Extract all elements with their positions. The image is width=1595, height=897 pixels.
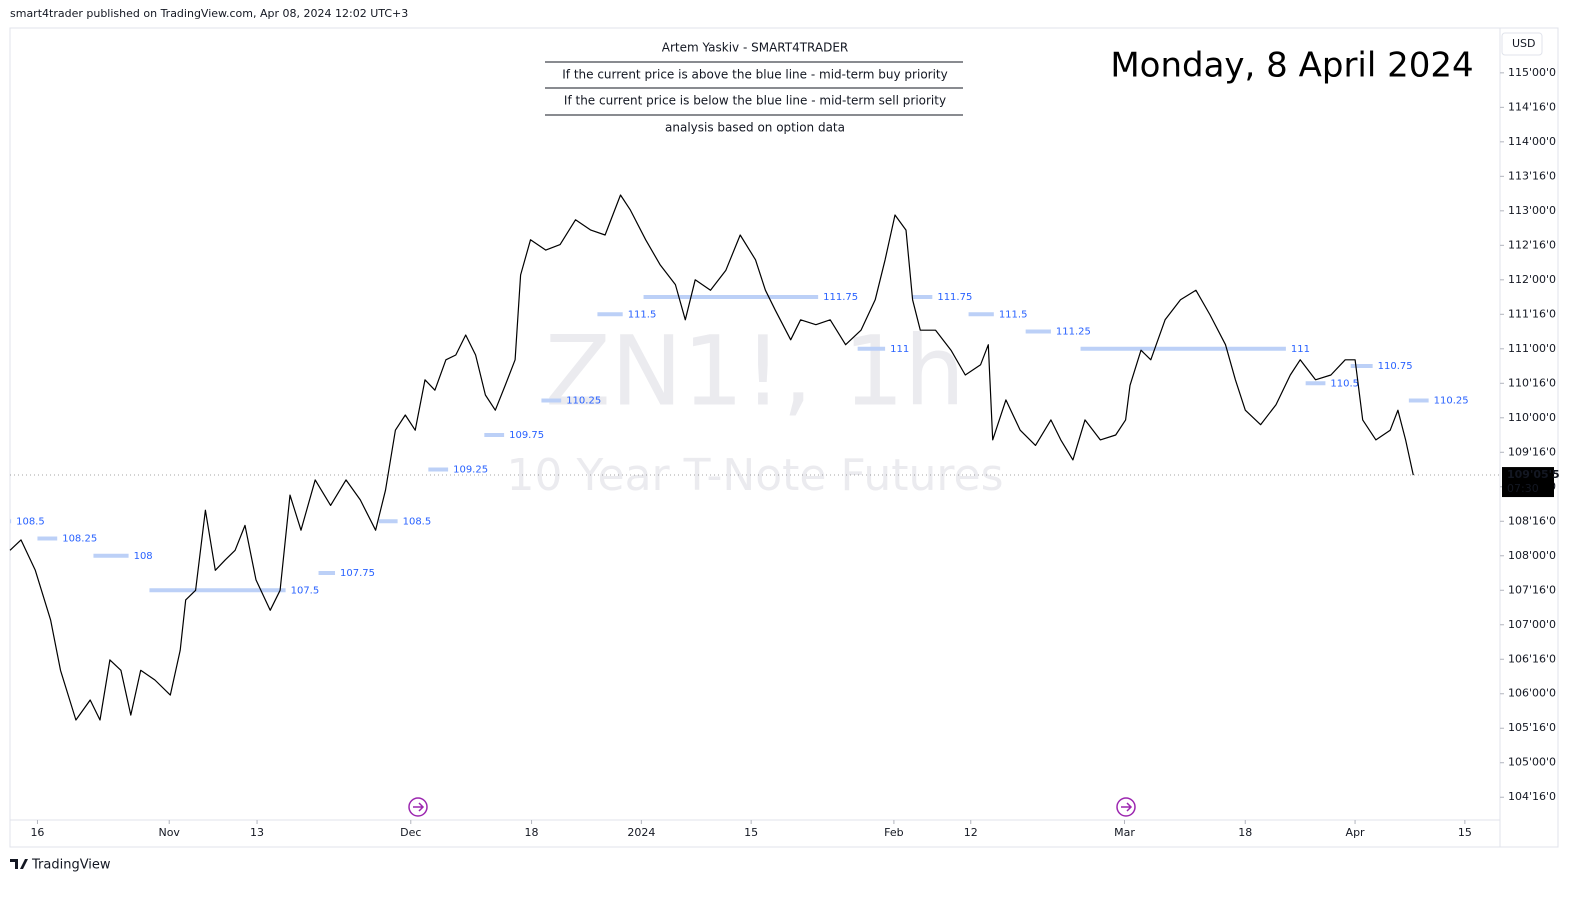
level-label: 111.25: [1056, 327, 1091, 338]
level-label: 111.5: [628, 309, 657, 320]
y-tick-label: 107'16'0: [1508, 583, 1556, 596]
x-tick-label: Feb: [884, 826, 903, 839]
footer-brand: TradingView: [31, 858, 111, 873]
x-tick-label: Dec: [400, 826, 421, 839]
last-price-label: 109'05'5: [1507, 468, 1560, 481]
x-tick-label: Mar: [1114, 826, 1135, 839]
tradingview-logo: [10, 859, 28, 869]
level-label: 107.5: [291, 585, 320, 596]
level-label: 111.75: [937, 292, 972, 303]
x-tick-label: Apr: [1346, 826, 1366, 839]
y-tick-label: 107'00'0: [1508, 618, 1556, 631]
level-label: 110.5: [1330, 378, 1359, 389]
x-tick-label: 12: [964, 826, 978, 839]
y-tick-label: 111'00'0: [1508, 342, 1556, 355]
level-label: 108: [134, 551, 153, 562]
last-price-tag: [1502, 467, 1554, 498]
x-tick-label: 15: [744, 826, 758, 839]
y-tick-label: 112'16'0: [1508, 238, 1556, 251]
y-tick-label: 114'00'0: [1508, 135, 1556, 148]
level-label: 107.75: [340, 568, 375, 579]
level-label: 111: [1291, 344, 1310, 355]
y-tick-label: 110'00'0: [1508, 411, 1556, 424]
y-tick-label: 108'00'0: [1508, 549, 1556, 562]
x-tick-label: 18: [1238, 826, 1252, 839]
x-tick-label: Nov: [158, 826, 180, 839]
level-label: 111: [890, 344, 909, 355]
y-tick-label: 108'16'0: [1508, 514, 1556, 527]
x-tick-label: 18: [525, 826, 539, 839]
y-tick-label: 105'00'0: [1508, 756, 1556, 769]
y-tick-label: 113'00'0: [1508, 204, 1556, 217]
table-cell: If the current price is below the blue l…: [564, 94, 946, 108]
table-cell: Artem Yaskiv - SMART4TRADER: [662, 41, 849, 55]
event-icon[interactable]: [1116, 797, 1136, 817]
y-tick-label: 104'16'0: [1508, 790, 1556, 803]
level-label: 108.25: [62, 534, 97, 545]
x-tick-label: 2024: [627, 826, 655, 839]
countdown: 07:30: [1507, 482, 1539, 495]
event-icon[interactable]: [408, 797, 428, 817]
level-label: 110.25: [1434, 396, 1469, 407]
level-label: 108.5: [403, 516, 432, 527]
y-tick-label: 111'16'0: [1508, 307, 1556, 320]
level-label: 110.25: [566, 396, 601, 407]
x-tick-label: 16: [30, 826, 44, 839]
y-tick-label: 113'16'0: [1508, 169, 1556, 182]
watermark-symbol: ZN1!, 1h: [545, 315, 965, 427]
y-tick-label: 114'16'0: [1508, 100, 1556, 113]
y-tick-label: 105'16'0: [1508, 721, 1556, 734]
y-tick-label: 115'00'0: [1508, 66, 1556, 79]
currency: USD: [1512, 37, 1536, 50]
level-label: 110.75: [1378, 361, 1413, 372]
level-label: 111.5: [999, 309, 1028, 320]
x-tick-label: 13: [250, 826, 264, 839]
frame: [9, 27, 1559, 848]
y-tick-label: 106'16'0: [1508, 652, 1556, 665]
level-label: 108.5: [16, 516, 45, 527]
x-tick-label: 15: [1458, 826, 1472, 839]
date-label: Monday, 8 April 2024: [1110, 46, 1473, 86]
level-label: 109.25: [453, 465, 488, 476]
y-tick-label: 106'00'0: [1508, 687, 1556, 700]
table-cell: If the current price is above the blue l…: [562, 68, 947, 82]
watermark-description: 10 Year T-Note Futures: [506, 450, 1003, 501]
table-cell: analysis based on option data: [665, 121, 845, 135]
y-tick-label: 110'16'0: [1508, 376, 1556, 389]
y-tick-label: 112'00'0: [1508, 273, 1556, 286]
level-label: 109.75: [509, 430, 544, 441]
level-label: 111.75: [823, 292, 858, 303]
publisher-header: smart4trader published on TradingView.co…: [10, 7, 408, 20]
y-tick-label: 109'16'0: [1508, 445, 1556, 458]
price-line: [9, 194, 1414, 721]
currency-box[interactable]: [1501, 32, 1543, 56]
